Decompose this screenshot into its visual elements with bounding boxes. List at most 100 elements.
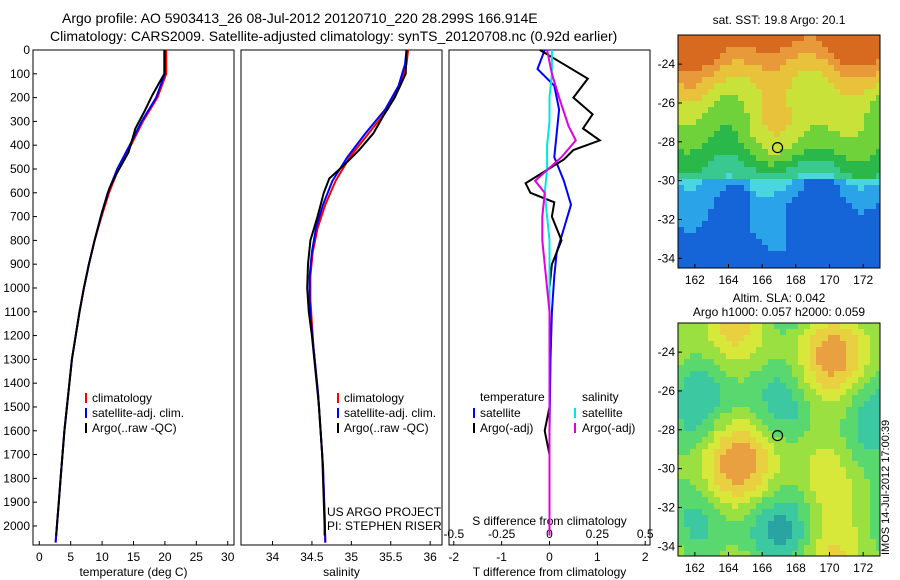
heatmap-cell (852, 113, 858, 119)
heatmap-cell (780, 215, 786, 221)
heatmap-cell (726, 371, 732, 377)
heatmap-cell (684, 377, 690, 383)
heatmap-cell (732, 365, 738, 371)
y-tick-label: -32 (658, 500, 676, 514)
heatmap-cell (846, 431, 852, 437)
heatmap-cell (864, 335, 870, 341)
heatmap-cell (678, 233, 684, 239)
heatmap-cell (822, 131, 828, 137)
x-tick-label-S: 0.5 (637, 527, 654, 541)
heatmap-cell (858, 515, 864, 521)
heatmap-cell (840, 197, 846, 203)
heatmap-cell (798, 179, 804, 185)
heatmap-cell (852, 83, 858, 89)
heatmap-cell (834, 143, 840, 149)
heatmap-cell (678, 365, 684, 371)
heatmap-cell (852, 191, 858, 197)
heatmap-cell (720, 425, 726, 431)
heatmap-cell (858, 551, 864, 556)
heatmap-cell (768, 485, 774, 491)
heatmap-cell (840, 335, 846, 341)
heatmap-cell (678, 401, 684, 407)
heatmap-cell (696, 497, 702, 503)
heatmap-cell (756, 347, 762, 353)
heatmap-cell (834, 467, 840, 473)
heatmap-cell (774, 545, 780, 551)
heatmap-cell (744, 53, 750, 59)
annotation-project: US ARGO PROJECT (327, 505, 442, 519)
heatmap-cell (690, 41, 696, 47)
heatmap-cell (852, 209, 858, 215)
heatmap-cell (732, 539, 738, 545)
heatmap-cell (708, 95, 714, 101)
heatmap-cell (714, 71, 720, 77)
heatmap-cell (834, 509, 840, 515)
heatmap-cell (732, 185, 738, 191)
heatmap-cell (726, 359, 732, 365)
heatmap-cell (834, 383, 840, 389)
heatmap-cell (762, 113, 768, 119)
heatmap-cell (690, 383, 696, 389)
heatmap-cell (786, 545, 792, 551)
heatmap-cell (750, 533, 756, 539)
heatmap-cell (822, 407, 828, 413)
heatmap-cell (810, 257, 816, 263)
heatmap-cell (870, 143, 876, 149)
heatmap-cell (726, 167, 732, 173)
heatmap-cell (732, 239, 738, 245)
heatmap-cell (786, 497, 792, 503)
heatmap-cell (762, 437, 768, 443)
heatmap-cell (846, 539, 852, 545)
heatmap-cell (690, 473, 696, 479)
heatmap-cell (768, 515, 774, 521)
y-tick-label: -26 (658, 384, 676, 398)
heatmap-cell (732, 329, 738, 335)
heatmap-cell (774, 395, 780, 401)
legend-label: Argo(..raw -QC) (92, 421, 177, 435)
heatmap-cell (756, 191, 762, 197)
heatmap-cell (834, 41, 840, 47)
heatmap-cell (708, 551, 714, 556)
heatmap-cell (738, 101, 744, 107)
heatmap-cell (786, 239, 792, 245)
heatmap-cell (792, 125, 798, 131)
heatmap-cell (846, 35, 852, 41)
heatmap-cell (822, 137, 828, 143)
heatmap-cell (816, 41, 822, 47)
heatmap-cell (852, 515, 858, 521)
heatmap-cell (732, 71, 738, 77)
heatmap-cell (732, 431, 738, 437)
heatmap-cell (708, 443, 714, 449)
heatmap-cell (684, 137, 690, 143)
heatmap-cell (720, 179, 726, 185)
heatmap-cell (762, 347, 768, 353)
heatmap-cell (798, 497, 804, 503)
heatmap-cell (786, 323, 792, 329)
heatmap-cell (792, 257, 798, 263)
heatmap-cell (714, 461, 720, 467)
heatmap-cell (720, 173, 726, 179)
heatmap-cell (678, 509, 684, 515)
heatmap-cell (846, 347, 852, 353)
heatmap-cell (684, 365, 690, 371)
heatmap-cell (816, 95, 822, 101)
heatmap-cell (726, 425, 732, 431)
heatmap-cell (858, 83, 864, 89)
legend-label: satellite (480, 406, 521, 420)
heatmap-cell (738, 539, 744, 545)
heatmap-cell (738, 53, 744, 59)
heatmap-cell (858, 341, 864, 347)
heatmap-cell (852, 359, 858, 365)
heatmap-cell (780, 539, 786, 545)
heatmap-cell (696, 425, 702, 431)
heatmap-cell (762, 419, 768, 425)
heatmap-cell (702, 347, 708, 353)
heatmap-cell (858, 437, 864, 443)
heatmap-cell (828, 539, 834, 545)
heatmap-cell (870, 425, 876, 431)
heatmap-cell (792, 533, 798, 539)
heatmap-cell (804, 341, 810, 347)
heatmap-cell (696, 539, 702, 545)
heatmap-cell (696, 221, 702, 227)
heatmap-cell (756, 509, 762, 515)
